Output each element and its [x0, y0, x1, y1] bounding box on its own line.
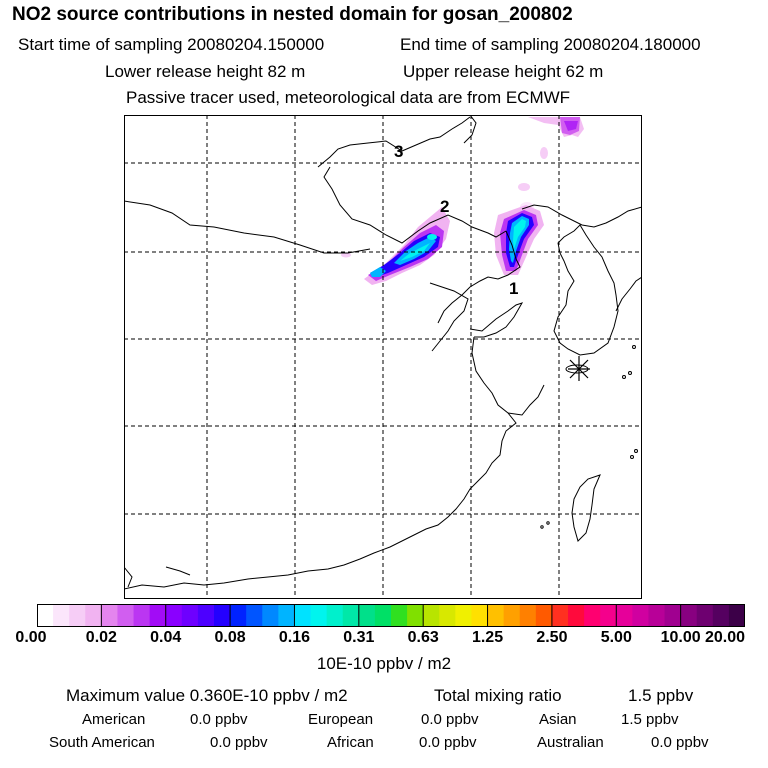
colorbar-cell [53, 604, 70, 627]
region-european-name: European [308, 711, 374, 728]
colorbar-units: 10E-10 ppbv / m2 [316, 654, 452, 673]
colorbar-cell [294, 604, 312, 627]
lower-release-label: Lower release height 82 m [105, 62, 306, 81]
colorbar-tick-label: 20.00 [704, 629, 746, 646]
colorbar-cell [439, 604, 456, 627]
colorbar-cell [471, 604, 489, 627]
colorbar-cell [278, 604, 296, 627]
colorbar-tick-label: 0.08 [214, 629, 246, 646]
colorbar-tick-label: 1.25 [471, 629, 504, 646]
region-european-value: 0.0 ppbv [421, 711, 479, 728]
colorbar-cell [117, 604, 135, 627]
colorbar-cell [262, 604, 279, 627]
source-label-1: 1 [509, 279, 518, 298]
colorbar-tick-label: 0.02 [85, 629, 117, 646]
colorbar-cell [584, 604, 601, 627]
islands [540, 345, 638, 529]
max-value-label: Maximum value 0.360E-10 ppbv / m2 [66, 686, 348, 705]
colorbar-cell [423, 604, 440, 627]
colorbar-cell [728, 604, 745, 627]
colorbar-cell [149, 604, 167, 627]
colorbar-cell [712, 604, 730, 627]
colorbar-tick-label: 2.50 [536, 629, 568, 646]
colorbar-cell [487, 604, 505, 627]
colorbar-tick-label: 0.31 [343, 629, 375, 646]
upper-release-label: Upper release height 62 m [403, 62, 604, 81]
total-mixing-label: Total mixing ratio [434, 686, 562, 705]
region-african-name: African [327, 734, 374, 751]
colorbar [37, 604, 745, 627]
colorbar-cell [374, 604, 392, 627]
colorbar-cell [326, 604, 344, 627]
colorbar-tick-label: 5.00 [600, 629, 632, 646]
region-asian-value: 1.5 ppbv [621, 711, 679, 728]
plot-title: NO2 source contributions in nested domai… [12, 4, 573, 25]
colorbar-cell [391, 604, 408, 627]
colorbar-cell [85, 604, 102, 627]
colorbar-cell [133, 604, 151, 627]
colorbar-tick-label: 0.00 [15, 629, 47, 646]
total-mixing-value: 1.5 ppbv [628, 686, 694, 705]
colorbar-cell [551, 604, 569, 627]
tracer-note: Passive tracer used, meteorological data… [126, 88, 571, 107]
colorbar-cell [616, 604, 633, 627]
plume-source-2 [341, 207, 450, 285]
colorbar-cell [69, 604, 86, 627]
concentration-map: 1 2 3 [124, 115, 642, 599]
colorbar-cell [503, 604, 521, 627]
colorbar-cell [37, 604, 54, 627]
receptor-marker [568, 356, 590, 381]
region-australian-value: 0.0 ppbv [651, 734, 709, 751]
colorbar-tick-label: 10.00 [660, 629, 701, 646]
map-frame [124, 115, 642, 599]
coastlines [124, 115, 642, 590]
colorbar-cell [407, 604, 424, 627]
source-label-3: 3 [394, 142, 403, 161]
source-label-2: 2 [440, 197, 449, 216]
colorbar-cell [214, 604, 231, 627]
colorbar-cell [197, 604, 215, 627]
region-american-name: American [82, 711, 146, 728]
colorbar-frame [37, 604, 745, 627]
colorbar-cell [600, 604, 617, 627]
colorbar-cell [342, 604, 360, 627]
colorbar-cell [664, 604, 682, 627]
region-african-value: 0.0 ppbv [419, 734, 477, 751]
region-american-value: 0.0 ppbv [190, 711, 248, 728]
colorbar-cell [568, 604, 585, 627]
start-time-label: Start time of sampling 20080204.150000 [18, 35, 325, 54]
colorbar-tick-label: 0.04 [150, 629, 182, 646]
colorbar-cell [519, 604, 537, 627]
plume-north [518, 117, 584, 212]
region-south-american-name: South American [49, 734, 155, 751]
colorbar-tick-label: 0.63 [407, 629, 439, 646]
colorbar-cell [230, 604, 247, 627]
lat-lon-grid [124, 115, 642, 599]
plume-source-1 [494, 205, 544, 275]
colorbar-cell [246, 604, 263, 627]
colorbar-cell [101, 604, 119, 627]
colorbar-cell [680, 604, 698, 627]
end-time-label: End time of sampling 20080204.180000 [400, 35, 701, 54]
colorbar-cell [696, 604, 714, 627]
region-south-american-value: 0.0 ppbv [210, 734, 268, 751]
colorbar-cell [165, 604, 183, 627]
colorbar-cell [632, 604, 650, 627]
region-australian-name: Australian [537, 734, 604, 751]
colorbar-cell [181, 604, 199, 627]
colorbar-cell [310, 604, 328, 627]
colorbar-tick-label: 0.16 [278, 629, 311, 646]
colorbar-cell [648, 604, 666, 627]
colorbar-cell [455, 604, 473, 627]
colorbar-cell [358, 604, 376, 627]
region-asian-name: Asian [539, 711, 577, 728]
colorbar-cell [535, 604, 553, 627]
